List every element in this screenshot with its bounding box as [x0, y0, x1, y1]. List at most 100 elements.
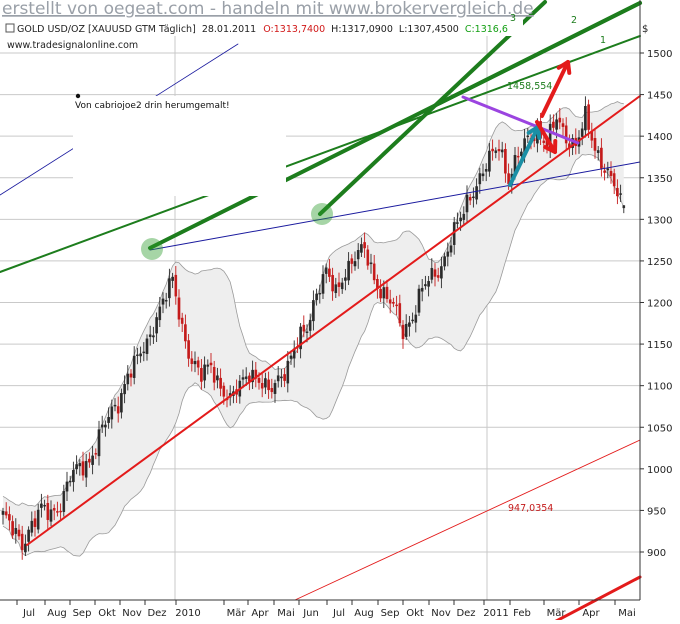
candle-body [241, 377, 245, 380]
y-tick-label: 1500 [647, 49, 672, 60]
candle-body [126, 373, 130, 385]
red-up-arrow [540, 60, 572, 118]
trendline-label-3: 3 [510, 13, 516, 24]
candle [420, 279, 424, 302]
candle [11, 515, 14, 539]
candle-body [40, 503, 43, 508]
green-long-trendline [0, 35, 641, 273]
candle-body [337, 282, 341, 287]
candle [500, 141, 504, 158]
candle [72, 461, 75, 492]
candle-body [107, 416, 110, 423]
candle [206, 359, 210, 375]
candle [40, 493, 43, 518]
candle [337, 272, 341, 297]
note-background [73, 96, 286, 196]
candle [379, 279, 382, 303]
candle [504, 143, 507, 183]
low-value: L:1307,4500 [399, 24, 459, 35]
candle [209, 352, 213, 374]
candle-body [382, 287, 386, 299]
candle [8, 506, 11, 531]
candle [353, 251, 357, 271]
candle-body [488, 150, 491, 172]
header-date: 28.01.2011 [202, 24, 256, 35]
high-value: H:1317,0900 [331, 24, 393, 35]
candle [184, 314, 187, 349]
candle [481, 163, 485, 182]
candle [116, 396, 120, 423]
note-box: Von cabriojoe2 drin herumgemalt! [73, 93, 286, 196]
candle-body [603, 170, 606, 173]
candle [78, 459, 82, 476]
candle-body [392, 301, 395, 304]
candle [436, 267, 440, 282]
candle-body [494, 150, 498, 153]
candle-body [593, 138, 597, 151]
candle [84, 453, 88, 487]
candle [65, 471, 69, 502]
currency-symbol: $ [642, 24, 648, 35]
candle [401, 320, 405, 349]
candle [552, 114, 555, 135]
candle [120, 388, 123, 419]
candle-body [606, 168, 610, 171]
candle [132, 346, 136, 385]
y-tick-label: 1150 [647, 340, 672, 351]
candle [488, 142, 491, 177]
candle [187, 334, 190, 367]
candle-body [542, 140, 546, 143]
x-axis: Jul Aug Sep Okt Nov Dez 2010 Mär Apr Mai Jun Jul Aug… [0, 599, 640, 619]
candle [440, 256, 443, 289]
candle-body [356, 250, 360, 260]
candle-body [360, 244, 363, 253]
candle [148, 325, 152, 346]
close-value: C:1316,6 [465, 24, 508, 35]
candle-body [379, 288, 382, 299]
x-tick-label: Apr [582, 608, 600, 619]
candle [356, 243, 360, 269]
candle-body [260, 383, 264, 389]
candle-body [321, 274, 325, 294]
candle-body [190, 358, 194, 364]
candle-body [33, 518, 37, 527]
green-trendline-3 [318, 0, 547, 216]
y-tick-label: 1050 [647, 423, 672, 434]
candle-body [552, 121, 555, 128]
candle-body [161, 298, 165, 305]
candle [273, 379, 277, 403]
x-tick-label: Jul [332, 608, 345, 619]
candle-body [315, 293, 318, 301]
trendline-drawings [0, 0, 642, 624]
svg-text:GOLD USD/OZ [XAUUSD GTM Tägli: GOLD USD/OZ [XAUUSD GTM Täglich] 28.01.2… [17, 24, 508, 35]
y-tick-label: 1250 [647, 257, 672, 268]
candle [593, 129, 597, 159]
candle-body [171, 276, 174, 281]
trendline-label-1: 1 [600, 35, 606, 46]
candle-body [152, 335, 155, 338]
candle-body [193, 361, 197, 365]
candle [139, 346, 142, 363]
green-trendline-2 [438, 1, 642, 105]
candle-body [468, 197, 472, 201]
x-tick-label: Aug [354, 608, 374, 619]
candle-body [88, 458, 91, 463]
y-tick-label: 1100 [647, 382, 672, 393]
candle [558, 108, 562, 130]
candle-body [251, 369, 254, 383]
candle [62, 484, 66, 517]
candle [110, 399, 114, 429]
candle-body [398, 303, 402, 324]
candle [113, 398, 117, 412]
candle-body [312, 300, 315, 322]
candle [75, 455, 78, 475]
candle [484, 163, 488, 182]
candle [81, 451, 85, 481]
collapse-box-icon[interactable] [5, 23, 15, 33]
candle-body [478, 173, 482, 185]
candle [49, 500, 53, 526]
candle-body [24, 543, 27, 553]
header-background [0, 0, 523, 36]
candle [395, 295, 398, 316]
candle [155, 312, 158, 343]
